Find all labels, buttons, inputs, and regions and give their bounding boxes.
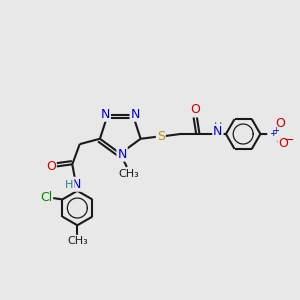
Text: N: N — [72, 178, 81, 191]
Text: N: N — [100, 108, 110, 121]
Text: +: + — [269, 129, 276, 138]
Text: H: H — [65, 180, 74, 190]
Text: O: O — [46, 160, 56, 172]
Text: CH₃: CH₃ — [67, 236, 88, 246]
Text: N: N — [213, 125, 223, 138]
Text: Cl: Cl — [40, 191, 52, 204]
Text: N: N — [117, 148, 127, 161]
Text: CH₃: CH₃ — [118, 169, 139, 179]
Text: S: S — [157, 130, 165, 143]
Text: H: H — [214, 122, 222, 133]
Text: O: O — [190, 103, 200, 116]
Text: −: − — [284, 134, 294, 146]
Text: +: + — [272, 126, 279, 135]
Text: O: O — [276, 116, 286, 130]
Text: O: O — [279, 137, 289, 150]
Text: N: N — [130, 108, 140, 121]
Text: N: N — [268, 127, 278, 140]
